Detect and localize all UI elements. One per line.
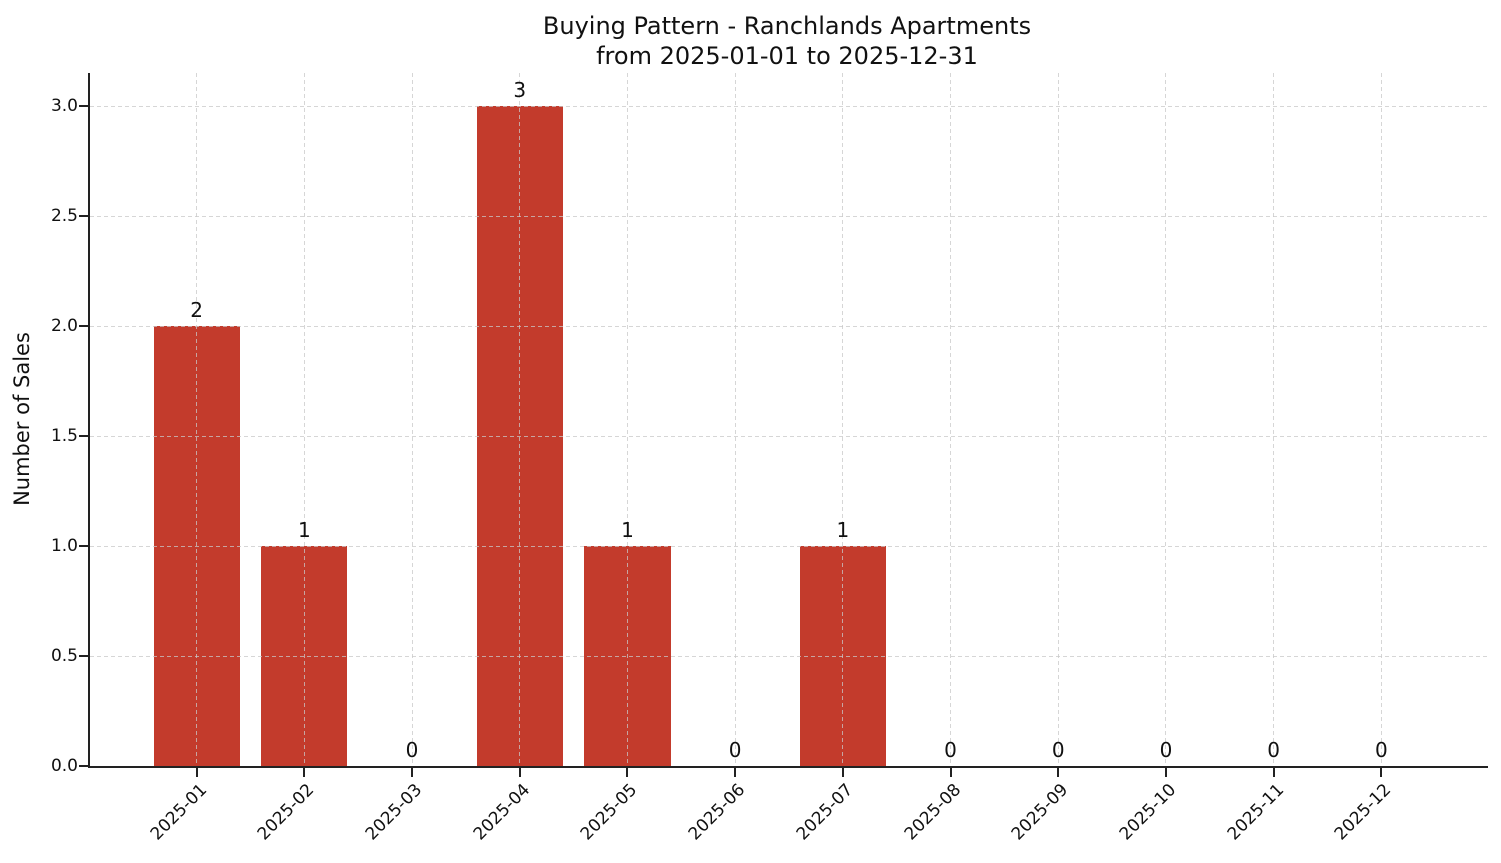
- x-tick-label-2025-10: 2025-10: [1115, 780, 1181, 845]
- bar-value-label-2025-05: 1: [621, 518, 634, 542]
- x-tick-label-2025-04: 2025-04: [469, 780, 534, 845]
- x-tick-label-2025-11: 2025-11: [1223, 780, 1288, 845]
- x-tick-label-2025-01: 2025-01: [146, 780, 211, 845]
- y-axis-label: Number of Sales: [10, 332, 34, 506]
- bar-value-label-2025-09: 0: [1051, 738, 1065, 762]
- chart-title: Buying Pattern - Ranchlands Apartments f…: [88, 11, 1486, 71]
- y-tick-label: 3.0: [50, 96, 78, 116]
- y-tick-mark: [79, 545, 88, 547]
- x-tick-label-2025-02: 2025-02: [254, 780, 319, 845]
- x-tick-mark: [411, 768, 414, 777]
- x-tick-mark: [1057, 768, 1060, 777]
- x-tick-mark: [1272, 768, 1275, 777]
- y-tick-mark: [79, 105, 88, 107]
- x-tick-label-2025-08: 2025-08: [900, 780, 965, 845]
- y-tick-label: 1.0: [50, 536, 78, 556]
- bar-value-label-2025-03: 0: [405, 738, 419, 762]
- x-tick-mark: [303, 768, 306, 777]
- y-tick-mark: [79, 215, 88, 217]
- x-tick-mark: [734, 768, 737, 777]
- x-tick-label-2025-07: 2025-07: [792, 780, 857, 845]
- x-tick-mark: [949, 768, 952, 777]
- y-tick-mark: [79, 765, 88, 767]
- y-tick-label: 2.0: [50, 316, 78, 336]
- x-tick-mark: [1380, 768, 1383, 777]
- labels-layer: 0.0 0.5 1.0 1.5 2.0 2.5 3.0 2 2025-01 1 2025-02 0 20…: [51, 73, 1488, 844]
- y-tick-mark: [79, 655, 88, 657]
- plot-area: 0.0 0.5 1.0 1.5 2.0 2.5 3.0 2 2025-01 1 2025-02 0 20…: [51, 73, 1488, 844]
- x-tick-label-2025-09: 2025-09: [1008, 780, 1073, 845]
- y-tick-label: 1.5: [50, 426, 78, 446]
- bar-value-label-2025-04: 3: [513, 78, 527, 102]
- bar-value-label-2025-10: 0: [1159, 738, 1173, 762]
- bar-value-label-2025-07: 1: [836, 518, 850, 542]
- x-tick-label-2025-06: 2025-06: [684, 780, 750, 845]
- bar-value-label-2025-01: 2: [190, 298, 203, 322]
- x-tick-mark: [518, 768, 521, 777]
- bar-value-label-2025-12: 0: [1374, 738, 1388, 762]
- chart-title-line1: Buying Pattern - Ranchlands Apartments: [542, 12, 1032, 40]
- x-tick-mark: [626, 768, 629, 777]
- x-tick-mark: [195, 768, 198, 777]
- bar-value-label-2025-11: 0: [1267, 738, 1281, 762]
- y-tick-label: 0.5: [50, 646, 78, 666]
- y-tick-label: 0.0: [50, 756, 78, 776]
- x-tick-label-2025-05: 2025-05: [577, 780, 642, 845]
- x-tick-mark: [841, 768, 844, 777]
- bar-value-label-2025-02: 1: [297, 518, 311, 542]
- y-tick-label: 2.5: [50, 206, 78, 226]
- bar-value-label-2025-06: 0: [728, 738, 742, 762]
- x-tick-label-2025-03: 2025-03: [361, 780, 427, 845]
- x-tick-label-2025-12: 2025-12: [1331, 780, 1396, 845]
- y-tick-mark: [79, 435, 88, 437]
- y-tick-mark: [79, 325, 88, 327]
- x-tick-mark: [1164, 768, 1167, 777]
- chart-title-line2: from 2025-01-01 to 2025-12-31: [596, 42, 978, 70]
- bar-value-label-2025-08: 0: [944, 738, 957, 762]
